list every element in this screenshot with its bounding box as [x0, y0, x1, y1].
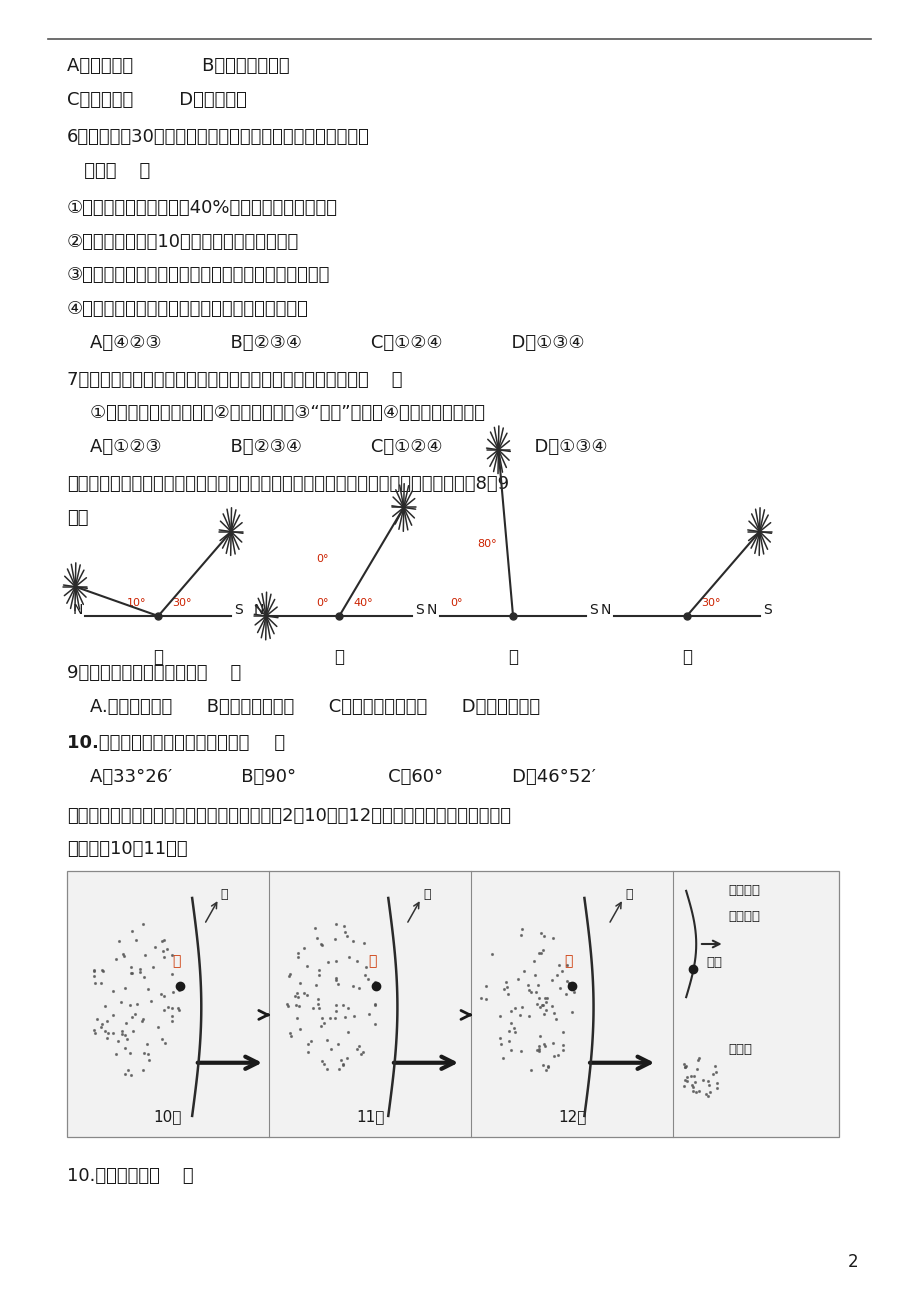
- Text: 2: 2: [847, 1253, 857, 1271]
- Text: S: S: [762, 603, 771, 617]
- Text: 北: 北: [221, 888, 228, 901]
- Text: 锋线指锋面与地面的交线。下图为某地区某年2月10日～12日的锋线移动情况示意图。读: 锋线指锋面与地面的交线。下图为某地区某年2月10日～12日的锋线移动情况示意图。…: [67, 806, 510, 824]
- Text: 云雨区: 云雨区: [728, 1043, 752, 1056]
- Text: 40°: 40°: [353, 598, 372, 608]
- Text: 7．山西省在开发煤炭资源的过程中采取的保护环境的措施有（    ）: 7．山西省在开发煤炭资源的过程中采取的保护环境的措施有（ ）: [67, 371, 402, 389]
- Text: 图，完成10～11题。: 图，完成10～11题。: [67, 840, 187, 858]
- Text: 甲: 甲: [564, 954, 573, 967]
- Text: 北: 北: [624, 888, 632, 901]
- Text: 甲: 甲: [368, 954, 376, 967]
- Text: A．化学工业            B．机械制造工业: A．化学工业 B．机械制造工业: [67, 57, 289, 76]
- Text: 10.该锋面属于（    ）: 10.该锋面属于（ ）: [67, 1167, 193, 1185]
- Text: 80°: 80°: [477, 539, 496, 548]
- Text: 0°: 0°: [316, 598, 329, 608]
- Text: 9．甲、乙、丙、丁四地中（    ）: 9．甲、乙、丙、丁四地中（ ）: [67, 664, 241, 682]
- Text: C．冶炼工业        D．采掘工业: C．冶炼工业 D．采掘工业: [67, 91, 246, 109]
- Text: 丁: 丁: [681, 648, 691, 667]
- Text: A.甲在北极点上      B．乙在北极圈上      C．丙在北回归线上      D．丁在南温带: A.甲在北极点上 B．乙在北极圈上 C．丙在北回归线上 D．丁在南温带: [67, 698, 539, 716]
- Text: 10°: 10°: [127, 598, 146, 608]
- Text: S: S: [588, 603, 597, 617]
- Text: 0°: 0°: [316, 555, 329, 564]
- Text: ②煤种齐全，全国10大煤种，山两省都有分布: ②煤种齐全，全国10大煤种，山两省都有分布: [67, 233, 299, 250]
- Text: ①煤炭分布范围广，全省40%的土地下面有煤田分布: ①煤炭分布范围广，全省40%的土地下面有煤田分布: [67, 199, 337, 217]
- Text: 甲: 甲: [172, 954, 180, 967]
- Text: 0°: 0°: [449, 598, 462, 608]
- Text: N: N: [426, 603, 437, 617]
- Text: ③煤质优良，具有低灰、低硫、低磷、发热量高的特点: ③煤质优良，具有低灰、低硫、低磷、发热量高的特点: [67, 266, 330, 284]
- Text: N: N: [600, 603, 610, 617]
- Text: S: S: [233, 603, 243, 617]
- Text: 10日: 10日: [153, 1109, 182, 1124]
- Text: A．①②③            B．②③④            C．①②④                D．①③④: A．①②③ B．②③④ C．①②④ D．①③④: [67, 439, 607, 456]
- Text: 6．改革开放30多年来，山西产煤量占全国四分之一以上，得: 6．改革开放30多年来，山西产煤量占全国四分之一以上，得: [67, 128, 369, 146]
- Text: 乙: 乙: [334, 648, 344, 667]
- Text: 题。: 题。: [67, 509, 88, 527]
- Text: 移动风向: 移动风向: [728, 910, 759, 923]
- Text: N: N: [73, 603, 83, 617]
- Text: 30°: 30°: [172, 598, 191, 608]
- Text: ①提高煤的综合利用技术②调整产业结构③“三废”的治理④提高晋煤外运能力: ①提高煤的综合利用技术②调整产业结构③“三废”的治理④提高晋煤外运能力: [67, 405, 484, 422]
- FancyBboxPatch shape: [67, 871, 838, 1137]
- Text: 12日: 12日: [558, 1109, 585, 1124]
- Text: A．④②③            B．②③④            C．①②④            D．①③④: A．④②③ B．②③④ C．①②④ D．①③④: [67, 333, 584, 352]
- Text: 11日: 11日: [356, 1109, 384, 1124]
- Text: 锋线及其: 锋线及其: [728, 884, 759, 897]
- Text: N: N: [253, 603, 264, 617]
- Text: 益于（    ）: 益于（ ）: [67, 161, 150, 180]
- Text: A．33°26′            B．90°                C．60°            D．46°52′: A．33°26′ B．90° C．60° D．46°52′: [67, 768, 595, 785]
- Text: 10.甲地太阳高度的年内最大值为（    ）: 10.甲地太阳高度的年内最大值为（ ）: [67, 734, 285, 753]
- Text: ④开采条件好，适用地下开采和大规模机械化开采: ④开采条件好，适用地下开采和大规模机械化开采: [67, 299, 309, 318]
- Text: 甲: 甲: [153, 648, 163, 667]
- Text: 30°: 30°: [700, 598, 720, 608]
- Text: 下图为某日甲、乙、丙、丁四地太阳位于正北或正南方时太阳高度示意图。读图，完成8～9: 下图为某日甲、乙、丙、丁四地太阳位于正北或正南方时太阳高度示意图。读图，完成8～…: [67, 475, 508, 493]
- Text: 北: 北: [423, 888, 430, 901]
- Text: 丙: 丙: [507, 648, 517, 667]
- Text: 城市: 城市: [706, 956, 721, 969]
- Text: S: S: [414, 603, 424, 617]
